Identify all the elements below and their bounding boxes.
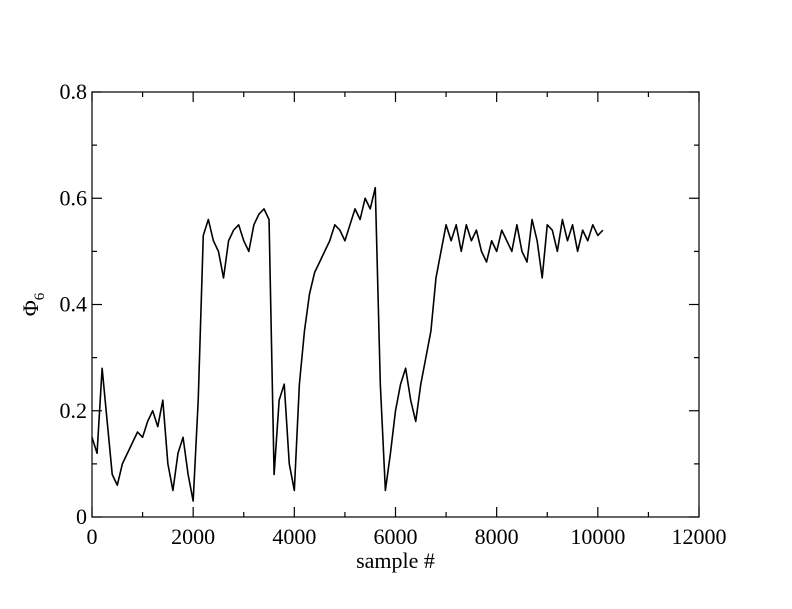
y-axis-label: Φ6	[18, 292, 48, 316]
x-tick-label: 12000	[672, 524, 727, 549]
y-tick-label: 0.8	[60, 79, 88, 104]
x-tick-label: 8000	[475, 524, 519, 549]
y-axis-label-main: Φ	[18, 300, 43, 316]
plot-frame	[91, 91, 700, 518]
series-line	[91, 186, 604, 502]
x-tick-label: 2000	[171, 524, 215, 549]
y-tick-label: 0.4	[60, 292, 88, 317]
y-axis-label-subscript: 6	[32, 292, 48, 300]
y-tick-label: 0.2	[60, 398, 88, 423]
x-axis-label: sample #	[356, 548, 435, 573]
tick-labels: 0 2000 4000 6000 8000 10000 12000 0 0.2 0.4 0.6 0.8	[60, 79, 727, 549]
x-tick-label: 6000	[374, 524, 418, 549]
x-tick-label: 10000	[570, 524, 625, 549]
y-tick-label: 0	[76, 504, 87, 529]
x-tick-label: 4000	[272, 524, 316, 549]
plot-area	[91, 186, 604, 502]
x-tick-label: 0	[87, 524, 98, 549]
axis-ticks	[91, 91, 700, 518]
y-tick-label: 0.6	[60, 185, 88, 210]
